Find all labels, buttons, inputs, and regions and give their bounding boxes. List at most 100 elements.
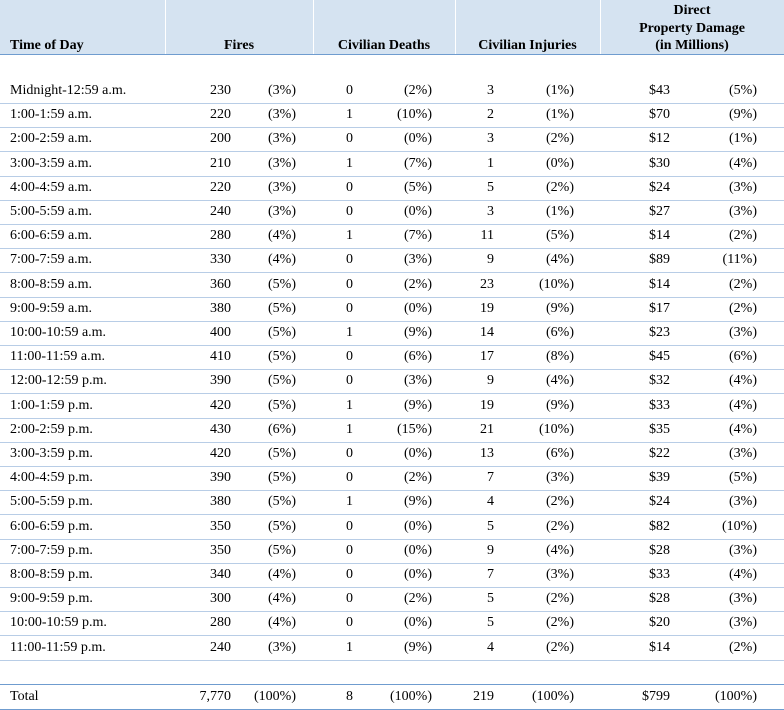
row-deaths-pct: (0%) [404, 567, 432, 582]
row-time: 6:00-6:59 a.m. [10, 228, 93, 243]
row-damage-pct: (3%) [729, 204, 757, 219]
row-injuries-pct: (4%) [546, 543, 574, 558]
row-separator [0, 369, 784, 370]
row-deaths-pct: (0%) [404, 543, 432, 558]
row-time: 4:00-4:59 p.m. [10, 470, 93, 485]
row-deaths-pct: (2%) [404, 83, 432, 98]
row-fires-pct: (4%) [268, 228, 296, 243]
row-injuries: 3 [487, 204, 494, 219]
row-fires: 200 [210, 131, 231, 146]
row-damage-pct: (4%) [729, 422, 757, 437]
row-fires-pct: (5%) [268, 398, 296, 413]
row-damage-pct: (2%) [729, 277, 757, 292]
row-injuries-pct: (4%) [546, 252, 574, 267]
total-label: Total [10, 689, 39, 704]
row-time: 9:00-9:59 a.m. [10, 301, 93, 316]
row-fires: 360 [210, 277, 231, 292]
row-damage: $27 [649, 204, 670, 219]
row-injuries: 5 [487, 519, 494, 534]
row-time: 1:00-1:59 p.m. [10, 398, 93, 413]
row-separator [0, 345, 784, 346]
row-deaths: 0 [346, 615, 353, 630]
row-injuries-pct: (9%) [546, 398, 574, 413]
row-damage-pct: (9%) [729, 107, 757, 122]
table-row: 4:00-4:59 p.m. 390 (5%) 0 (2%) 7 (3%) $39 (5%) [0, 466, 784, 490]
row-fires-pct: (5%) [268, 301, 296, 316]
row-damage: $20 [649, 615, 670, 630]
table-row: 3:00-3:59 a.m. 210 (3%) 1 (7%) 1 (0%) $30 (4%) [0, 152, 784, 176]
row-fires-pct: (3%) [268, 204, 296, 219]
row-time: 4:00-4:59 a.m. [10, 180, 93, 195]
row-deaths-pct: (2%) [404, 591, 432, 606]
row-fires-pct: (5%) [268, 373, 296, 388]
row-fires-pct: (4%) [268, 591, 296, 606]
row-damage-pct: (4%) [729, 156, 757, 171]
header-rule [0, 54, 784, 55]
row-deaths-pct: (6%) [404, 349, 432, 364]
row-time: 9:00-9:59 p.m. [10, 591, 93, 606]
row-deaths-pct: (2%) [404, 277, 432, 292]
row-time: 11:00-11:59 a.m. [10, 349, 106, 364]
row-fires: 340 [210, 567, 231, 582]
row-fires-pct: (5%) [268, 543, 296, 558]
row-damage: $14 [649, 640, 670, 655]
row-deaths-pct: (7%) [404, 156, 432, 171]
row-injuries: 23 [480, 277, 494, 292]
row-damage-pct: (2%) [729, 640, 757, 655]
row-damage: $30 [649, 156, 670, 171]
row-fires-pct: (6%) [268, 422, 296, 437]
row-damage-pct: (2%) [729, 228, 757, 243]
row-time: 8:00-8:59 p.m. [10, 567, 93, 582]
table-row: 9:00-9:59 p.m. 300 (4%) 0 (2%) 5 (2%) $28 (3%) [0, 587, 784, 611]
row-injuries-pct: (2%) [546, 519, 574, 534]
row-fires-pct: (5%) [268, 519, 296, 534]
row-damage: $24 [649, 494, 670, 509]
row-fires: 390 [210, 470, 231, 485]
row-separator [0, 272, 784, 273]
table-row: 2:00-2:59 a.m. 200 (3%) 0 (0%) 3 (2%) $12 (1%) [0, 127, 784, 151]
row-deaths-pct: (2%) [404, 470, 432, 485]
row-deaths: 0 [346, 446, 353, 461]
row-separator [0, 442, 784, 443]
row-separator [0, 224, 784, 225]
total-damage: $799 [642, 689, 670, 704]
header-divider [455, 0, 456, 54]
row-deaths-pct: (3%) [404, 252, 432, 267]
row-deaths-pct: (0%) [404, 615, 432, 630]
row-time: 7:00-7:59 a.m. [10, 252, 93, 267]
row-damage-pct: (4%) [729, 373, 757, 388]
row-fires: 330 [210, 252, 231, 267]
table-row: 3:00-3:59 p.m. 420 (5%) 0 (0%) 13 (6%) $22 (3%) [0, 442, 784, 466]
row-deaths-pct: (5%) [404, 180, 432, 195]
row-damage-pct: (3%) [729, 180, 757, 195]
row-fires: 380 [210, 301, 231, 316]
row-injuries: 4 [487, 640, 494, 655]
row-injuries-pct: (2%) [546, 494, 574, 509]
table-row: 10:00-10:59 a.m. 400 (5%) 1 (9%) 14 (6%) $23 (3%… [0, 321, 784, 345]
row-fires-pct: (4%) [268, 567, 296, 582]
row-injuries-pct: (4%) [546, 373, 574, 388]
row-fires-pct: (5%) [268, 494, 296, 509]
row-damage: $89 [649, 252, 670, 267]
row-injuries-pct: (1%) [546, 83, 574, 98]
table-row: 7:00-7:59 a.m. 330 (4%) 0 (3%) 9 (4%) $89 (11%) [0, 248, 784, 272]
row-fires: 240 [210, 640, 231, 655]
row-time: 7:00-7:59 p.m. [10, 543, 93, 558]
row-time: 12:00-12:59 p.m. [10, 373, 107, 388]
table-header: Time of Day Fires Civilian Deaths Civili… [0, 0, 784, 54]
row-separator [0, 539, 784, 540]
total-injuries-pct: (100%) [532, 689, 574, 704]
row-fires: 350 [210, 543, 231, 558]
row-separator [0, 127, 784, 128]
row-time: 2:00-2:59 p.m. [10, 422, 93, 437]
row-injuries-pct: (3%) [546, 470, 574, 485]
row-fires: 280 [210, 228, 231, 243]
row-separator [0, 418, 784, 419]
row-injuries: 5 [487, 615, 494, 630]
row-injuries: 21 [480, 422, 494, 437]
row-damage-pct: (10%) [722, 519, 757, 534]
row-deaths-pct: (9%) [404, 325, 432, 340]
row-fires: 280 [210, 615, 231, 630]
row-injuries-pct: (5%) [546, 228, 574, 243]
